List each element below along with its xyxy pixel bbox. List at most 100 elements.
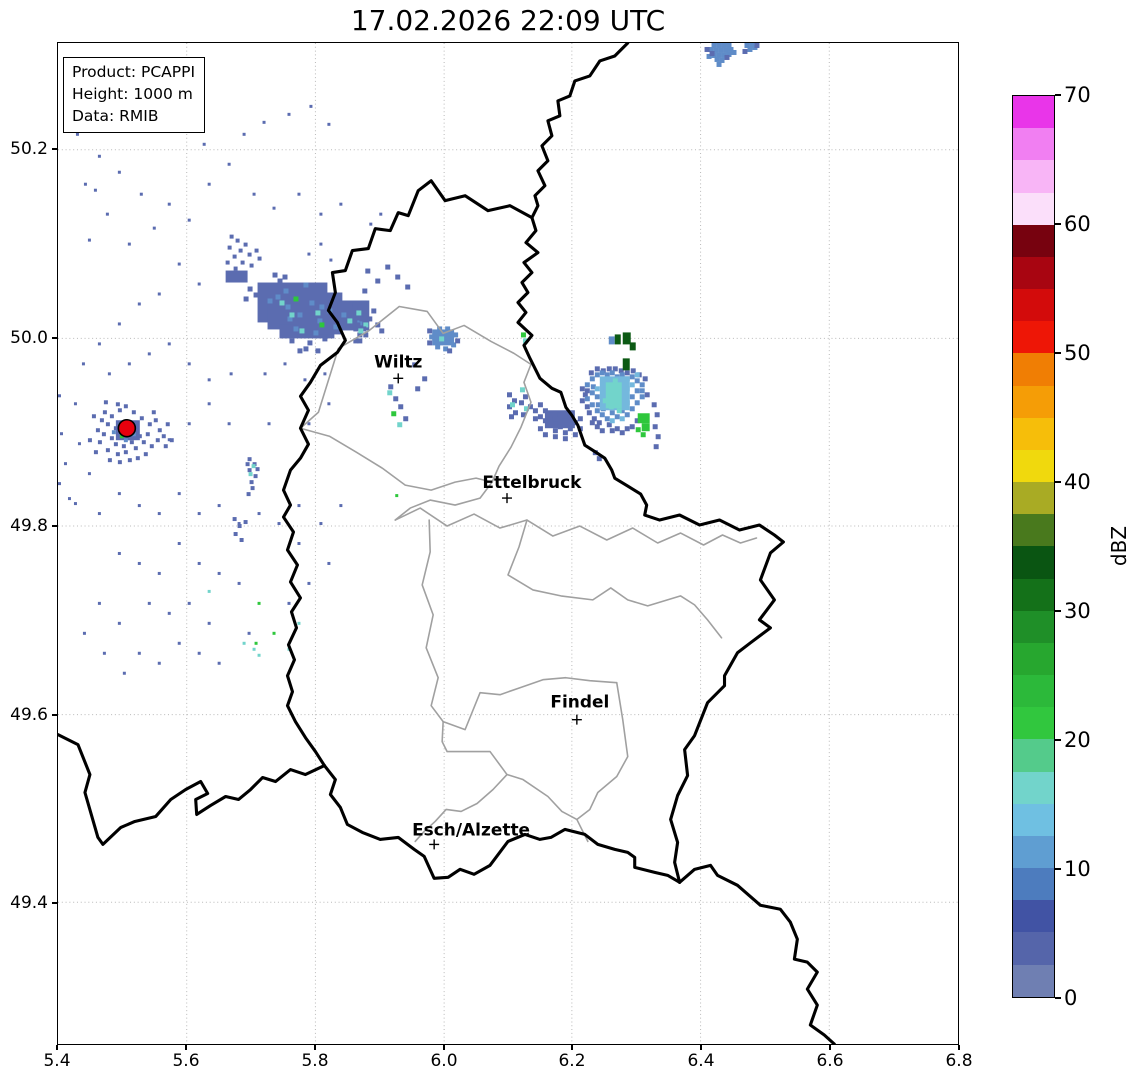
- radar-echo-cell: [262, 120, 266, 124]
- x-axis-tick-label: 6.6: [816, 1051, 844, 1071]
- radar-echo-cell: [303, 282, 309, 288]
- radar-echo-cell: [97, 440, 102, 445]
- radar-echo-cell: [257, 653, 261, 657]
- radar-echo-cell: [257, 512, 261, 516]
- radar-echo-cell: [637, 413, 650, 424]
- radar-echo-cell: [584, 388, 590, 394]
- radar-echo-cell: [630, 368, 636, 374]
- radar-echo-cell: [232, 254, 237, 259]
- radar-echo-cell: [572, 432, 578, 438]
- radar-echo-cell: [567, 426, 573, 432]
- radar-echo-cell: [217, 504, 221, 508]
- radar-echo-cell: [307, 422, 311, 426]
- radar-echo-cell: [117, 460, 122, 465]
- radar-echo-cell: [512, 410, 518, 416]
- radar-echo-cell: [82, 631, 86, 635]
- radar-echo-cell: [728, 46, 734, 52]
- radar-echo-cell: [319, 242, 323, 246]
- district-border: [299, 427, 493, 491]
- radar-echo-cell: [716, 43, 722, 48]
- radar-echo-cell: [445, 326, 451, 332]
- colorbar-band: [1013, 610, 1054, 643]
- country-border: [281, 179, 534, 768]
- radar-echo-cell: [289, 312, 295, 318]
- radar-echo-cell: [508, 414, 514, 420]
- radar-echo-cell: [101, 432, 106, 437]
- radar-echo-cell: [227, 422, 231, 426]
- radar-echo-cell: [77, 442, 81, 446]
- radar-echo-cell: [622, 332, 631, 345]
- radar-echo-cell: [109, 436, 114, 441]
- radar-echo-cell: [202, 142, 206, 146]
- x-axis-tick: [958, 1045, 960, 1050]
- radar-echo-cell: [119, 434, 124, 439]
- colorbar-band: [1013, 417, 1054, 450]
- city-marker: [571, 714, 582, 725]
- radar-echo-cell: [319, 322, 325, 328]
- radar-echo-cell: [58, 394, 61, 398]
- radar-echo-cell: [257, 256, 262, 261]
- radar-echo-cell: [245, 462, 250, 467]
- radar-echo-cell: [619, 430, 625, 436]
- radar-echo-cell: [589, 402, 595, 408]
- radar-echo-cell: [319, 212, 323, 216]
- radar-echo-cell: [422, 376, 428, 382]
- radar-echo-cell: [109, 414, 114, 419]
- radar-echo-cell: [127, 458, 132, 463]
- radar-echo-cell: [309, 104, 313, 108]
- radar-echo-cell: [385, 264, 391, 270]
- radar-echo-cell: [398, 404, 404, 410]
- radar-echo-cell: [356, 310, 362, 316]
- radar-echo-cell: [369, 222, 373, 226]
- radar-echo-cell: [217, 571, 221, 575]
- radar-echo-cell: [97, 512, 101, 516]
- radar-echo-cell: [713, 47, 719, 53]
- radar-echo-cell: [744, 43, 750, 48]
- colorbar-band: [1013, 932, 1054, 965]
- radar-echo-cell: [721, 52, 727, 58]
- radar-echo-cell: [139, 192, 143, 196]
- radar-echo-cell: [379, 328, 385, 334]
- radar-echo-cell: [327, 402, 331, 406]
- radar-echo-cell: [207, 378, 211, 382]
- radar-echo-cell: [87, 438, 92, 443]
- radar-echo-cell: [596, 456, 602, 462]
- radar-echo-cell: [359, 316, 365, 322]
- colorbar-tick: [1055, 610, 1061, 612]
- radar-echo-cell: [289, 338, 295, 344]
- radar-echo-cell: [177, 262, 181, 266]
- district-border: [491, 363, 532, 483]
- radar-echo-cell: [105, 422, 110, 427]
- product-info-line: Product: PCAPPI: [72, 63, 196, 81]
- x-axis-tick-label: 5.8: [301, 1051, 329, 1071]
- y-axis-tick: [52, 148, 57, 150]
- radar-echo-cell: [309, 300, 315, 306]
- y-axis-tick-label: 50.0: [10, 328, 48, 348]
- radar-echo-cell: [362, 308, 368, 314]
- radar-echo-cell: [552, 416, 558, 422]
- radar-echo-cell: [137, 434, 142, 439]
- radar-echo-cell: [726, 43, 732, 48]
- radar-echo-cell: [254, 248, 259, 253]
- radar-echo-cell: [624, 370, 630, 376]
- radar-echo-cell: [279, 300, 285, 306]
- radar-echo-cell: [634, 372, 640, 378]
- radar-echo-cell: [227, 245, 232, 250]
- radar-echo-cell: [207, 402, 211, 406]
- colorbar-tick-label: 70: [1064, 83, 1091, 107]
- colorbar-band: [1013, 289, 1054, 322]
- radar-echo-cell: [629, 394, 635, 400]
- radar-echo-cell: [137, 302, 141, 306]
- radar-echo-cell: [247, 252, 252, 257]
- radar-echo-cell: [243, 520, 248, 525]
- radar-echo-cell: [197, 512, 201, 516]
- figure-title: 17.02.2026 22:09 UTC: [350, 4, 666, 37]
- radar-echo-cell: [726, 51, 732, 57]
- radar-echo-cell: [267, 298, 273, 304]
- radar-echo-cell: [619, 372, 625, 378]
- radar-echo-cell: [248, 472, 253, 477]
- radar-echo-cell: [520, 412, 526, 418]
- radar-echo-cell: [102, 651, 106, 655]
- radar-echo-cell: [604, 372, 610, 378]
- radar-echo-cell: [596, 420, 602, 426]
